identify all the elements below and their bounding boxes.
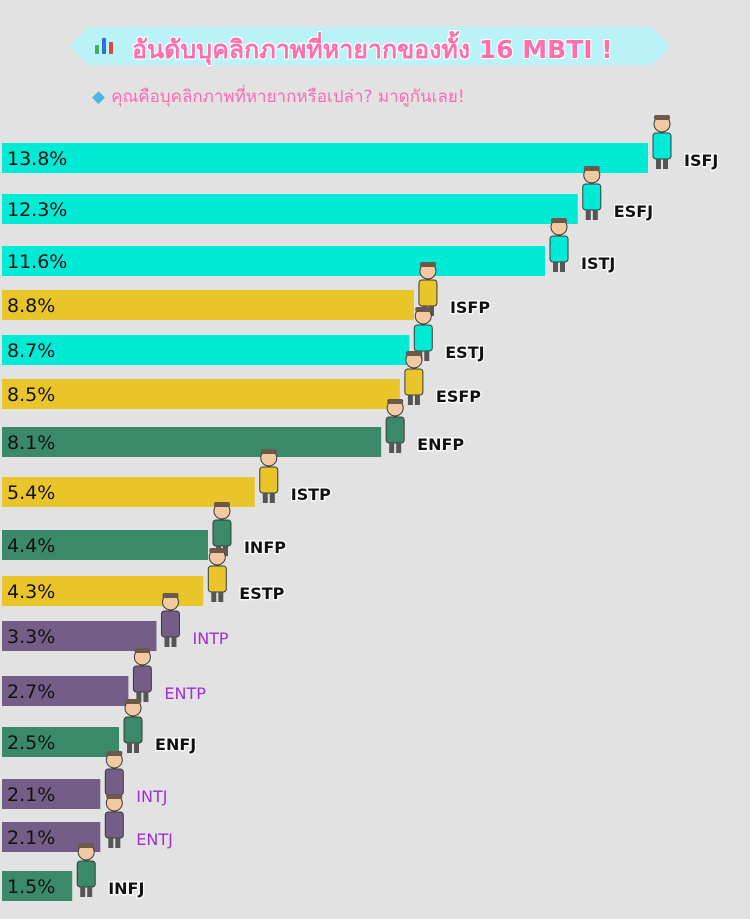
category-label-isfp: ISFP <box>450 298 490 317</box>
category-label-esfj: ESFJ <box>614 202 653 221</box>
title-banner: อันดับบุคลิกภาพที่หายากของทั้ง 16 MBTI ! <box>70 27 670 65</box>
category-label-istp: ISTP <box>291 485 331 504</box>
bar-esfp <box>2 379 400 409</box>
character-intp-icon <box>160 593 180 647</box>
value-label-entj: 2.1% <box>7 827 55 849</box>
value-label-isfj: 13.8% <box>7 148 67 170</box>
character-estp-icon <box>207 548 227 602</box>
character-infp-icon <box>212 502 232 556</box>
subtitle-text: คุณคือบุคลิกภาพที่หายากหรือเปล่า? มาดูกั… <box>111 87 465 107</box>
value-label-isfp: 8.8% <box>7 295 55 317</box>
character-enfp-icon <box>385 399 405 453</box>
value-label-estj: 8.7% <box>7 340 55 362</box>
category-label-entp: ENTP <box>164 684 206 703</box>
character-isfj-icon <box>652 115 672 169</box>
category-label-intp: INTP <box>192 629 228 648</box>
character-esfj-icon <box>582 166 602 220</box>
category-label-esfp: ESFP <box>436 387 481 406</box>
category-label-infj: INFJ <box>108 879 144 898</box>
category-label-intj: INTJ <box>136 787 167 806</box>
bar-isfp <box>2 290 414 320</box>
bar-istj <box>2 246 546 276</box>
bar-entp <box>2 676 129 706</box>
category-label-isfj: ISFJ <box>684 151 718 170</box>
category-label-istj: ISTJ <box>581 254 615 273</box>
bar-isfj <box>2 143 648 173</box>
bar-estj <box>2 335 410 365</box>
bar-istp <box>2 477 255 507</box>
character-infj-icon <box>76 843 96 897</box>
category-label-enfj: ENFJ <box>155 735 196 754</box>
value-label-istp: 5.4% <box>7 482 55 504</box>
bar-infj <box>2 871 73 901</box>
character-entp-icon <box>132 648 152 702</box>
value-label-esfj: 12.3% <box>7 199 67 221</box>
value-label-intj: 2.1% <box>7 784 55 806</box>
character-esfp-icon <box>404 351 424 405</box>
value-label-estp: 4.3% <box>7 581 55 603</box>
category-label-infp: INFP <box>244 538 286 557</box>
value-label-enfj: 2.5% <box>7 732 55 754</box>
chart-title: อันดับบุคลิกภาพที่หายากของทั้ง 16 MBTI ! <box>132 35 613 64</box>
bar-intp <box>2 621 157 651</box>
chart-subtitle: ◆ คุณคือบุคลิกภาพที่หายากหรือเปล่า? มาดูก… <box>92 83 465 110</box>
title-banner-shape <box>70 27 670 65</box>
bar-chart-icon <box>94 34 116 56</box>
bar-esfj <box>2 194 578 224</box>
value-label-istj: 11.6% <box>7 251 67 273</box>
value-label-infp: 4.4% <box>7 535 55 557</box>
bar-enfj <box>2 727 120 757</box>
bar-intj <box>2 779 101 809</box>
value-label-infj: 1.5% <box>7 876 55 898</box>
gem-icon: ◆ <box>92 87 106 107</box>
value-label-entp: 2.7% <box>7 681 55 703</box>
character-isfp-icon <box>418 262 438 316</box>
category-label-estj: ESTJ <box>445 343 484 362</box>
value-label-esfp: 8.5% <box>7 384 55 406</box>
bar-infp <box>2 530 208 560</box>
value-label-enfp: 8.1% <box>7 432 55 454</box>
character-entj-icon <box>104 794 124 848</box>
category-label-entj: ENTJ <box>136 830 173 849</box>
value-label-intp: 3.3% <box>7 626 55 648</box>
bar-enfp <box>2 427 382 457</box>
character-istp-icon <box>259 449 279 503</box>
category-label-enfp: ENFP <box>417 435 464 454</box>
character-enfj-icon <box>123 699 143 753</box>
category-label-estp: ESTP <box>239 584 284 603</box>
character-estj-icon <box>413 307 433 361</box>
character-istj-icon <box>549 218 569 272</box>
